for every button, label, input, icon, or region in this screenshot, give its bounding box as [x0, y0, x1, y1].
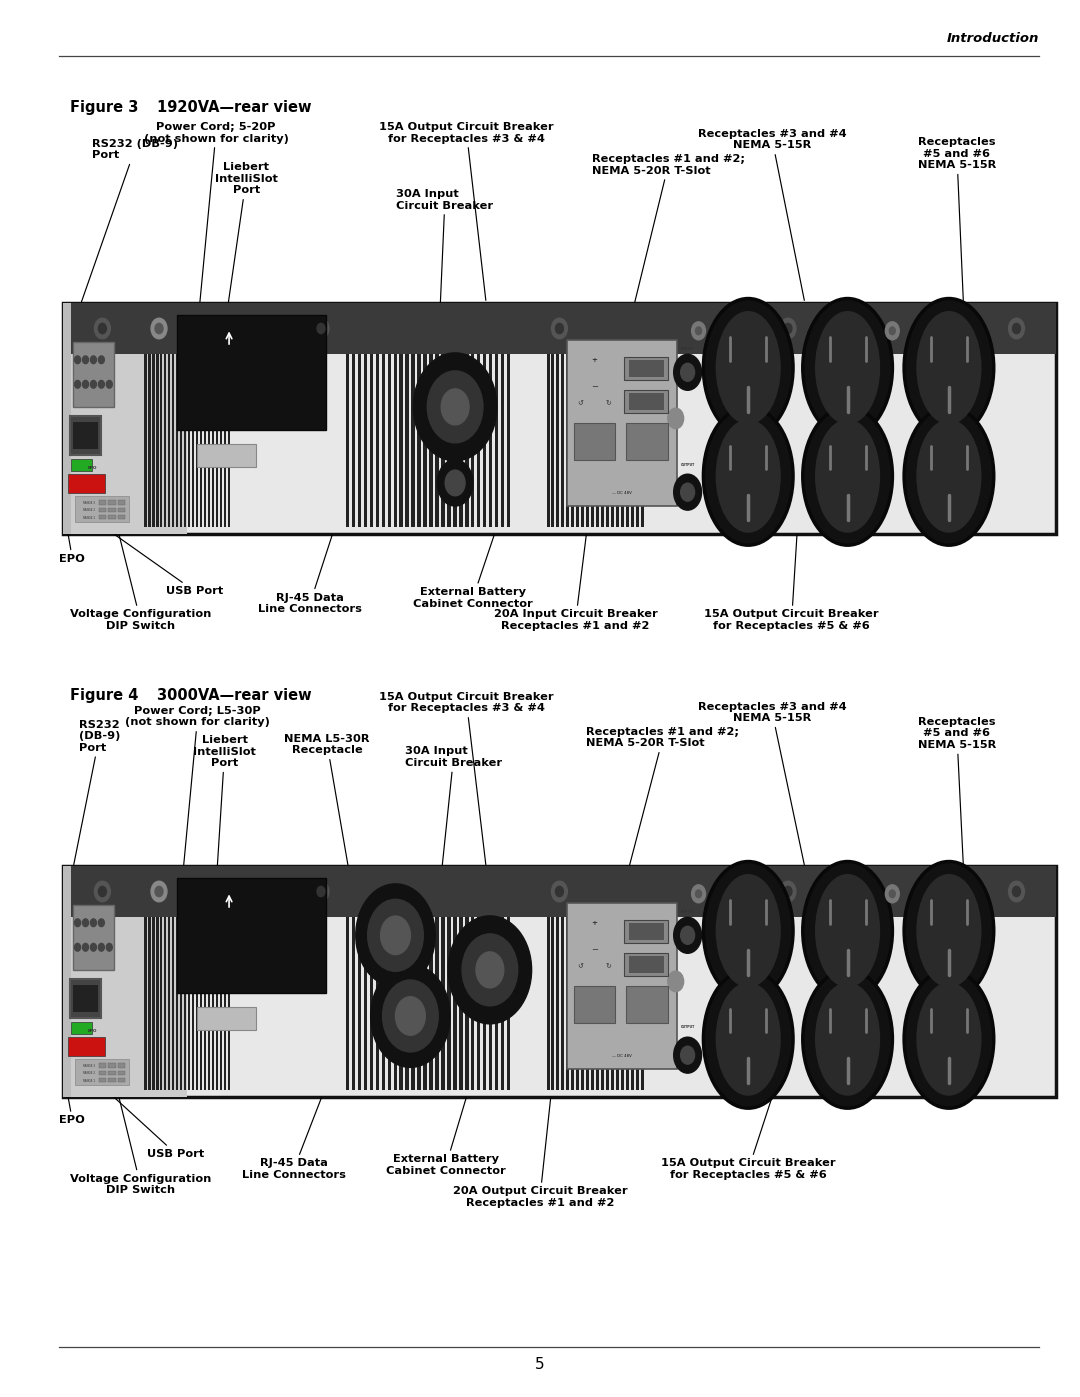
Bar: [624, 356, 667, 380]
Bar: [219, 916, 222, 1090]
Bar: [156, 353, 159, 527]
Ellipse shape: [703, 299, 793, 437]
Circle shape: [674, 355, 702, 390]
Bar: [75, 1059, 130, 1085]
Circle shape: [889, 327, 895, 335]
Bar: [72, 985, 98, 1013]
Bar: [63, 303, 70, 534]
Text: ↻: ↻: [606, 963, 612, 970]
Circle shape: [674, 474, 702, 510]
Circle shape: [1013, 323, 1021, 334]
Bar: [429, 916, 433, 1090]
Circle shape: [380, 916, 410, 954]
Bar: [552, 353, 554, 527]
Bar: [581, 353, 584, 527]
Bar: [219, 353, 222, 527]
Circle shape: [82, 380, 89, 388]
Circle shape: [448, 916, 531, 1024]
Bar: [357, 353, 361, 527]
Bar: [640, 353, 644, 527]
Bar: [629, 393, 663, 409]
Text: 1920VA—rear view: 1920VA—rear view: [157, 99, 311, 115]
Text: 3000VA—rear view: 3000VA—rear view: [157, 687, 311, 703]
Text: OUTPUT: OUTPUT: [680, 1025, 694, 1030]
Bar: [626, 916, 629, 1090]
Text: 20A Output Circuit Breaker
Receptacles #1 and #2: 20A Output Circuit Breaker Receptacles #…: [453, 1098, 627, 1208]
Bar: [108, 509, 116, 513]
Bar: [376, 916, 379, 1090]
Bar: [454, 353, 457, 527]
Bar: [586, 353, 590, 527]
Bar: [68, 1037, 106, 1056]
Bar: [405, 916, 409, 1090]
Bar: [606, 353, 609, 527]
Circle shape: [156, 323, 163, 334]
Text: USB Port: USB Port: [114, 1098, 205, 1160]
Circle shape: [313, 319, 329, 339]
Circle shape: [1009, 882, 1025, 902]
Bar: [164, 916, 166, 1090]
Bar: [184, 353, 187, 527]
Ellipse shape: [904, 407, 994, 545]
Circle shape: [98, 886, 106, 897]
Bar: [606, 916, 609, 1090]
Bar: [63, 866, 1056, 1097]
Text: RS232
(DB-9)
Port: RS232 (DB-9) Port: [73, 719, 120, 865]
Bar: [400, 916, 403, 1090]
Bar: [435, 916, 438, 1090]
Bar: [400, 353, 403, 527]
Circle shape: [91, 919, 96, 926]
Circle shape: [94, 882, 110, 902]
Text: ↺: ↺: [578, 400, 583, 407]
Circle shape: [98, 356, 105, 363]
Bar: [631, 916, 634, 1090]
Circle shape: [667, 971, 684, 992]
Circle shape: [156, 886, 163, 897]
Bar: [471, 916, 474, 1090]
Bar: [369, 353, 374, 527]
Text: Receptacles #1 and #2;
NEMA 5-20R T-Slot: Receptacles #1 and #2; NEMA 5-20R T-Slot: [592, 154, 745, 313]
Text: Receptacles
#5 and #6
NEMA 5-15R: Receptacles #5 and #6 NEMA 5-15R: [918, 137, 996, 300]
Ellipse shape: [904, 862, 994, 1000]
Ellipse shape: [703, 407, 793, 545]
Text: — DC 48V: — DC 48V: [612, 490, 632, 495]
Bar: [381, 916, 386, 1090]
Bar: [108, 1071, 116, 1076]
Text: RANGE 1: RANGE 1: [83, 1078, 95, 1083]
Bar: [72, 905, 114, 970]
Circle shape: [691, 884, 705, 902]
Text: 15A Output Circuit Breaker
for Receptacles #3 & #4: 15A Output Circuit Breaker for Receptacl…: [379, 122, 554, 300]
Bar: [393, 916, 397, 1090]
Bar: [393, 353, 397, 527]
Ellipse shape: [703, 970, 793, 1108]
Text: Liebert
IntelliSlot
Port: Liebert IntelliSlot Port: [193, 735, 256, 886]
Bar: [68, 474, 106, 493]
Bar: [611, 916, 615, 1090]
Text: Introduction: Introduction: [946, 32, 1039, 45]
Text: Voltage Configuration
DIP Switch: Voltage Configuration DIP Switch: [70, 535, 211, 631]
Circle shape: [318, 323, 325, 334]
Circle shape: [151, 319, 167, 339]
Bar: [626, 353, 629, 527]
Bar: [144, 353, 147, 527]
Bar: [546, 353, 550, 527]
Text: Figure 3: Figure 3: [70, 99, 138, 115]
Bar: [212, 916, 214, 1090]
Ellipse shape: [916, 419, 982, 532]
Ellipse shape: [815, 875, 880, 988]
Bar: [636, 916, 639, 1090]
Bar: [63, 353, 187, 534]
Circle shape: [75, 380, 81, 388]
Ellipse shape: [716, 419, 781, 532]
Bar: [388, 353, 391, 527]
Bar: [168, 353, 171, 527]
Text: OUTPUT: OUTPUT: [680, 462, 694, 467]
Bar: [69, 979, 102, 1018]
Circle shape: [82, 919, 89, 926]
Circle shape: [75, 356, 81, 363]
Text: 30A Input
Circuit Breaker: 30A Input Circuit Breaker: [396, 189, 494, 320]
Bar: [567, 902, 677, 1069]
Ellipse shape: [916, 312, 982, 425]
Ellipse shape: [802, 299, 892, 437]
Text: Receptacles #1 and #2;
NEMA 5-20R T-Slot: Receptacles #1 and #2; NEMA 5-20R T-Slot: [586, 726, 740, 876]
